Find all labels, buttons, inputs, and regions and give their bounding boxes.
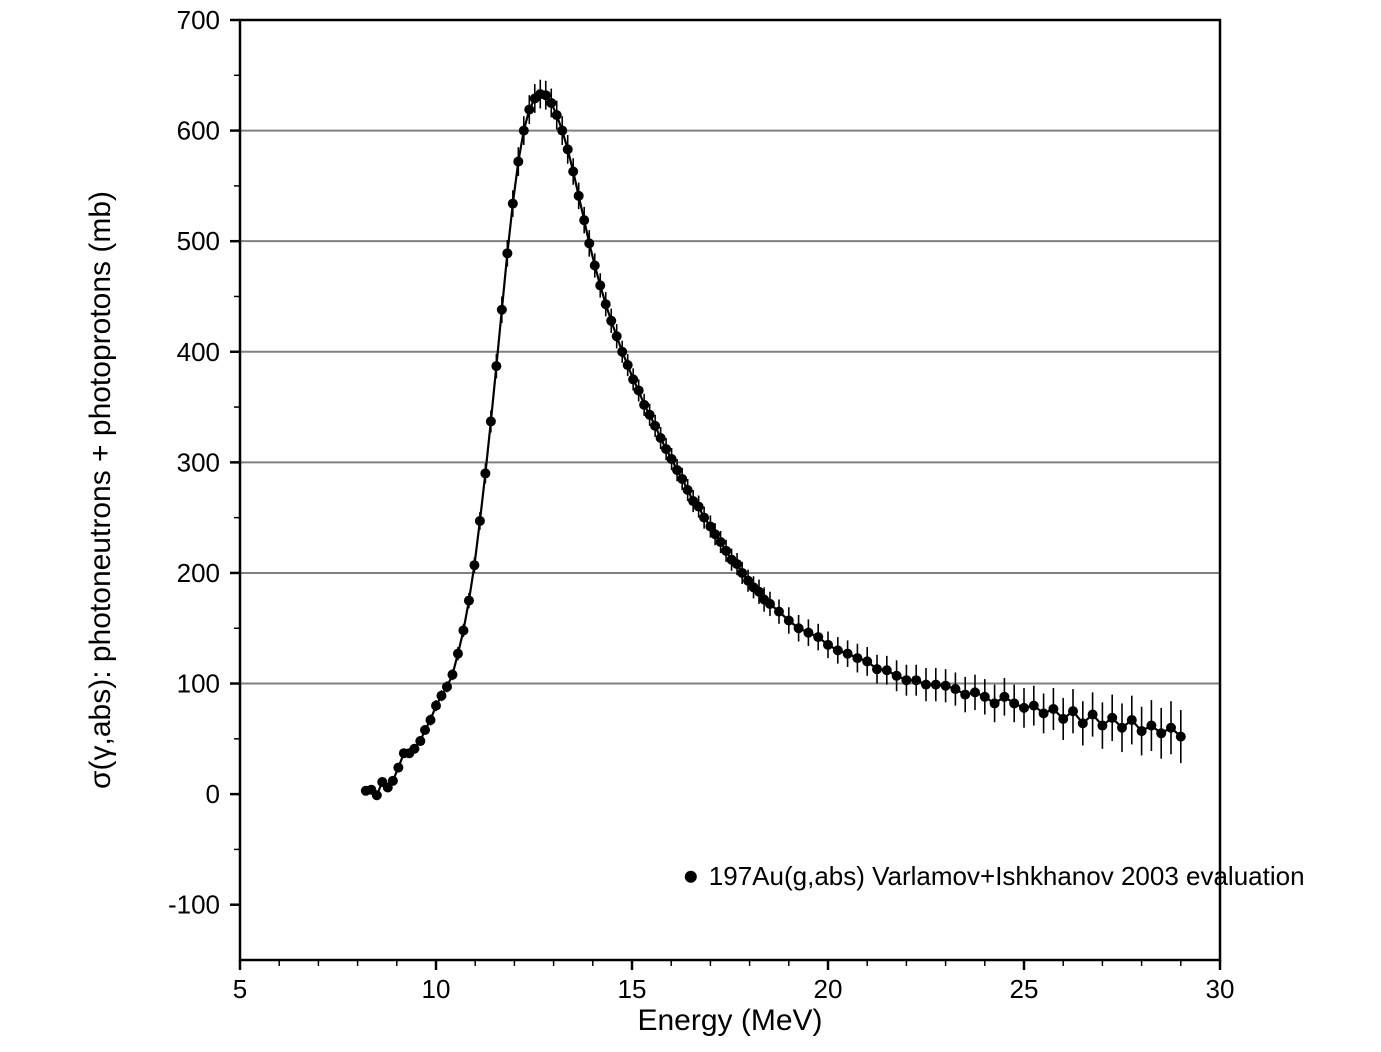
x-tick-label: 5 <box>233 974 247 1004</box>
x-tick-label: 30 <box>1206 974 1235 1004</box>
x-tick-label: 25 <box>1010 974 1039 1004</box>
y-tick-label: 300 <box>177 447 220 477</box>
chart-svg: 5 10 15 20 25 30 -100 0 100 200 300 400 500 600 700 Ene… <box>0 0 1381 1052</box>
x-tick-label: 15 <box>618 974 647 1004</box>
y-tick-label: 600 <box>177 116 220 146</box>
legend: 197Au(g,abs) Varlamov+Ishkhanov 2003 eva… <box>685 861 1305 891</box>
legend-marker <box>685 871 697 883</box>
y-tick-label: 700 <box>177 5 220 35</box>
chart-container: 5 10 15 20 25 30 -100 0 100 200 300 400 500 600 700 Ene… <box>0 0 1381 1052</box>
legend-label: 197Au(g,abs) Varlamov+Ishkhanov 2003 eva… <box>709 861 1305 891</box>
y-tick-label: 500 <box>177 226 220 256</box>
y-tick-label: 200 <box>177 558 220 588</box>
y-tick-label: -100 <box>168 890 220 920</box>
x-tick-label: 20 <box>814 974 843 1004</box>
y-tick-label: 0 <box>206 779 220 809</box>
y-tick-label: 400 <box>177 337 220 367</box>
x-axis-label: Energy (MeV) <box>637 1004 822 1037</box>
y-axis-label: σ(γ,abs): photoneutrons + photoprotons (… <box>84 191 117 789</box>
x-tick-label: 10 <box>422 974 451 1004</box>
y-tick-label: 100 <box>177 669 220 699</box>
